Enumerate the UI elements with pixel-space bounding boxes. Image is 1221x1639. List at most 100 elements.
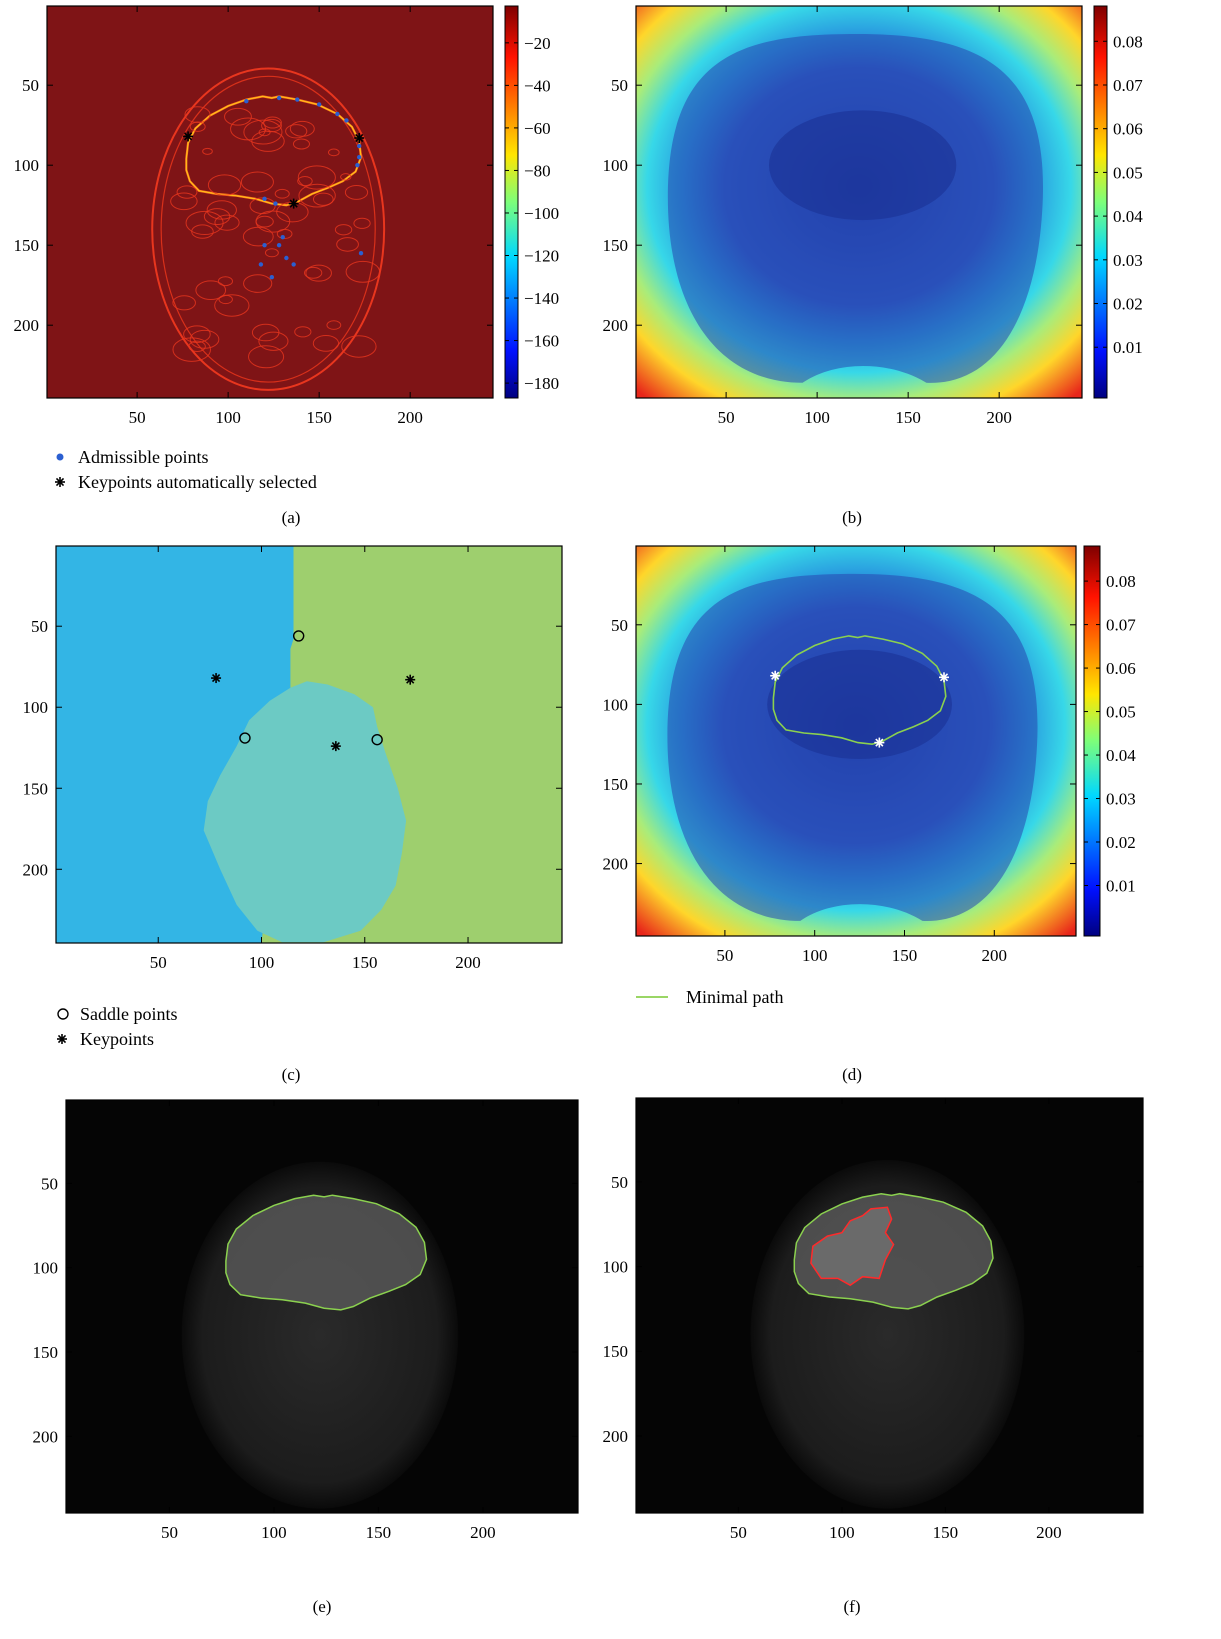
colorbar-tick-label: 0.02 — [1106, 833, 1136, 852]
caption-a: (a) — [282, 508, 301, 527]
keypoint — [288, 198, 299, 209]
plot-frame — [635, 545, 1077, 937]
legend-label: Keypoints automatically selected — [78, 472, 317, 492]
plot-frame — [55, 545, 563, 944]
y-tick-label: 50 — [611, 616, 628, 635]
colorbar-a: −20 −40 −60 −80 −100 −120 −140 −160 −180 — [504, 5, 559, 399]
x-tick-label: 200 — [470, 1523, 496, 1542]
x-tick-label: 200 — [455, 953, 481, 972]
legend-a: Admissible points Keypoints automatically… — [55, 447, 317, 492]
x-tick-label: 200 — [397, 408, 423, 427]
axes-f: 50 100 150 200 50 100 150 200 — [603, 1097, 1144, 1542]
panel-b: 50 100 150 200501001502000.080.070.060.050.… — [603, 5, 1143, 527]
caption-b: (b) — [842, 508, 862, 527]
brain-contour — [225, 1194, 428, 1311]
x-tick-label: 100 — [215, 408, 241, 427]
colorbar-gradient — [1083, 545, 1101, 937]
tumor-contour — [810, 1206, 895, 1287]
plot-frame — [46, 5, 494, 399]
keypoint — [939, 672, 949, 683]
keypoint — [405, 674, 416, 685]
colorbar-tick-label: 0.07 — [1113, 76, 1143, 95]
colorbar-d: 0.08 0.07 0.06 0.05 0.04 0.03 0.02 0.01 — [1083, 545, 1136, 937]
colorbar-tick-label: −40 — [524, 76, 551, 95]
x-tick-label: 50 — [161, 1523, 178, 1542]
x-tick-label: 100 — [249, 953, 275, 972]
x-tick-label: 50 — [718, 408, 735, 427]
y-tick-label: 200 — [23, 860, 49, 879]
legend-label: Saddle points — [80, 1004, 178, 1024]
y-tick-label: 200 — [603, 316, 629, 335]
y-tick-label: 100 — [33, 1259, 59, 1278]
colorbar-tick-label: 0.06 — [1106, 659, 1136, 678]
y-tick-label: 150 — [603, 236, 629, 255]
colorbar-tick-label: −120 — [524, 247, 559, 266]
colorbar-gradient — [1093, 5, 1108, 399]
x-tick-label: 50 — [716, 946, 733, 965]
x-tick-label: 100 — [804, 408, 830, 427]
minimal-path — [772, 635, 947, 746]
axes-a: 50 100 150 200 50 100 150 200 — [14, 5, 494, 427]
keypoint — [770, 670, 781, 681]
colorbar-b: 0.08 0.07 0.06 0.05 0.04 0.03 0.02 0.01 — [1093, 5, 1143, 399]
panel-f: 50 100 150 200 50 100 150 200 (f) — [603, 1097, 1144, 1616]
colorbar-tick-label: −80 — [524, 161, 551, 180]
x-tick-label: 50 — [129, 408, 146, 427]
brain-contour — [793, 1192, 994, 1310]
legend-label: Keypoints — [80, 1029, 154, 1049]
keypoint-marker — [57, 1034, 67, 1044]
y-tick-label: 200 — [603, 855, 629, 874]
legend-label: Minimal path — [686, 987, 784, 1007]
axes-d: 50 100 150 200 50 100 150 200 — [603, 545, 1077, 965]
panel-d: 50 100 150 200501001502000.080.070.060.050.… — [603, 545, 1136, 1084]
y-tick-label: 50 — [31, 617, 48, 636]
panel-e: 50 100 150 200 50 100 150 200 (e) — [33, 1099, 579, 1616]
keypoint — [874, 737, 885, 748]
legend-label: Admissible points — [78, 447, 209, 467]
brain-region — [767, 649, 952, 759]
keypoint — [330, 741, 341, 752]
region-teal — [203, 681, 407, 943]
colorbar-tick-label: 0.03 — [1106, 790, 1136, 809]
plot-frame — [635, 1097, 1144, 1514]
panel-c: 50 100 150 200 50 100 150 200 Saddle points Keypo… — [23, 545, 563, 1084]
y-tick-label: 150 — [603, 775, 629, 794]
keypoint — [354, 133, 365, 143]
y-tick-label: 150 — [603, 1342, 629, 1361]
colorbar-tick-label: −20 — [524, 34, 551, 53]
colorbar-tick-label: −60 — [524, 119, 551, 138]
legend-d: Minimal path — [636, 987, 784, 1007]
colorbar-tick-label: 0.04 — [1113, 207, 1143, 226]
colorbar-tick-label: −160 — [524, 332, 559, 351]
y-tick-label: 100 — [603, 695, 629, 714]
plot-frame — [635, 5, 1083, 399]
saddle-point-marker — [57, 1008, 69, 1020]
x-tick-label: 100 — [802, 946, 828, 965]
y-tick-label: 100 — [603, 156, 629, 175]
y-tick-label: 150 — [23, 779, 49, 798]
x-tick-label: 100 — [829, 1523, 855, 1542]
brain-region — [768, 110, 957, 221]
x-tick-label: 150 — [892, 946, 918, 965]
x-tick-label: 150 — [306, 408, 332, 427]
x-tick-label: 150 — [366, 1523, 392, 1542]
y-tick-label: 150 — [33, 1343, 59, 1362]
panel-a: 50 100 150 200 50 100 150 200 −20 −40 −60 −80 −100 −1… — [14, 5, 559, 527]
x-tick-label: 200 — [986, 408, 1012, 427]
y-tick-label: 50 — [22, 76, 39, 95]
colorbar-tick-label: 0.01 — [1106, 876, 1136, 895]
legend-c: Saddle points Keypoints — [57, 1004, 178, 1049]
x-tick-label: 50 — [730, 1523, 747, 1542]
caption-d: (d) — [842, 1065, 862, 1084]
caption-e: (e) — [313, 1597, 332, 1616]
keypoint — [183, 131, 194, 142]
colorbar-tick-label: −180 — [524, 374, 559, 393]
colorbar-tick-label: 0.02 — [1113, 295, 1143, 314]
y-tick-label: 150 — [14, 236, 40, 255]
colorbar-gradient — [504, 5, 519, 399]
admissible-point-marker — [56, 453, 64, 461]
admissible-points — [244, 95, 364, 280]
saddle-point — [371, 733, 383, 746]
colorbar-tick-label: −140 — [524, 289, 559, 308]
